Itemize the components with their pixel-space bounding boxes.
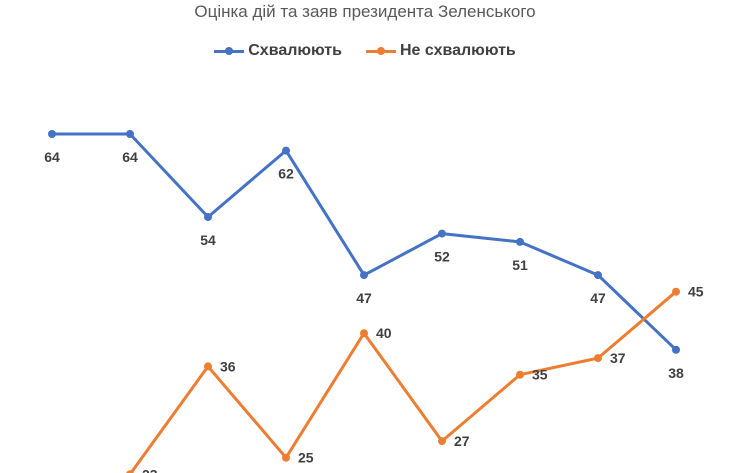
data-label-disapprove: 27: [454, 433, 470, 449]
data-point-approve: [360, 271, 368, 280]
data-point-approve: [48, 130, 56, 138]
data-point-approve: [204, 213, 212, 221]
legend-item-disapprove: Не схвалюють: [365, 42, 516, 60]
data-label-disapprove: 45: [688, 284, 704, 300]
data-point-approve: [672, 345, 680, 354]
data-point-disapprove: [204, 362, 212, 371]
data-label-disapprove: 25: [298, 450, 314, 466]
data-point-disapprove: [594, 354, 602, 363]
legend-label-approve: Схвалюють: [248, 42, 342, 59]
data-label-approve: 47: [356, 290, 372, 306]
data-label-approve: 62: [278, 166, 294, 182]
data-label-disapprove: 36: [220, 358, 236, 374]
data-label-approve: 64: [44, 149, 60, 165]
data-label-approve: 47: [590, 290, 606, 306]
data-point-disapprove: [282, 453, 290, 462]
data-point-disapprove: [516, 370, 524, 379]
chart-title: Оцінка дій та заяв президента Зеленськог…: [194, 2, 536, 21]
data-label-approve: 54: [200, 232, 216, 248]
data-point-disapprove: [672, 287, 680, 296]
data-point-disapprove: [360, 329, 368, 338]
data-label-disapprove: 40: [376, 325, 392, 341]
data-label-approve: 38: [668, 365, 684, 381]
data-label-approve: 52: [434, 249, 450, 265]
data-label-disapprove: 37: [610, 350, 626, 366]
chart-legend: Схвалюють Не схвалюють: [0, 42, 730, 60]
series-line-disapprove: [128, 290, 677, 473]
data-point-approve: [438, 229, 446, 238]
data-point-approve: [126, 130, 134, 138]
data-point-disapprove: [126, 470, 134, 473]
legend-swatch-disapprove: [365, 45, 396, 57]
data-label-disapprove: 35: [532, 367, 548, 383]
data-point-approve: [282, 146, 290, 155]
data-point-approve: [594, 271, 602, 280]
data-label-approve: 51: [512, 257, 528, 273]
series-line-approve: [52, 132, 678, 351]
data-point-approve: [516, 237, 524, 246]
legend-label-disapprove: Не схвалюють: [399, 42, 516, 59]
legend-item-approve: Схвалюють: [214, 42, 342, 60]
data-label-disapprove: 23: [142, 466, 158, 473]
data-label-approve: 64: [122, 149, 138, 165]
legend-swatch-approve: [214, 45, 245, 57]
data-point-disapprove: [438, 437, 446, 446]
